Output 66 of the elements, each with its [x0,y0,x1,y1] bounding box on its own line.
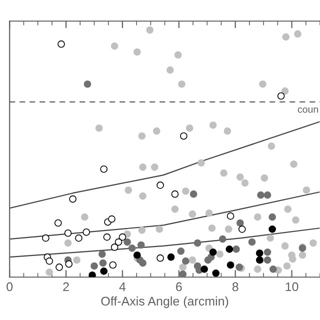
point [190,190,198,198]
point [200,266,208,273]
point [264,248,272,256]
point [133,251,141,259]
x-tick-label: 6 [176,282,182,292]
point [264,256,272,264]
ref-line-label: coun [298,107,318,113]
point [156,254,164,262]
point [139,259,146,267]
x-tick-label: 4 [119,282,126,292]
point [209,248,217,256]
point [212,269,220,277]
point [194,239,202,247]
point [110,244,118,251]
point [236,219,244,227]
x-tick-label: 2 [63,282,69,292]
point [109,261,117,269]
point [98,250,106,258]
point [226,261,234,269]
x-axis-title: Off-Axis Angle (arcmin) [101,296,228,308]
point [103,233,111,241]
point [226,212,234,220]
point [257,191,264,199]
x-tick-label: 8 [232,282,238,292]
point [114,238,122,246]
point [171,190,179,198]
point [156,182,164,189]
point [248,238,256,246]
point [90,262,98,270]
point [232,246,240,253]
point [268,226,276,233]
point [108,215,116,223]
point [75,234,82,242]
point [238,226,246,233]
point [82,228,90,236]
point [64,229,72,237]
point [99,259,107,267]
point [124,238,131,246]
point [269,266,277,273]
point [137,241,145,249]
point [118,233,126,241]
point [180,132,188,140]
point [58,40,65,48]
point [42,234,50,242]
point [46,257,54,265]
point [218,235,226,243]
point [69,195,76,203]
point [182,257,190,265]
point [256,249,264,257]
x-tick-label: 10 [286,282,298,292]
point [65,260,73,268]
point [268,213,276,221]
point [226,246,234,253]
point [177,247,185,255]
point [100,165,108,173]
point [56,264,63,271]
point [167,253,175,261]
point [264,191,272,199]
point [100,268,108,275]
point [84,80,92,88]
x-tick-label: 0 [6,282,13,292]
point [277,92,285,100]
point [88,271,96,278]
point [128,244,136,252]
point [179,270,187,278]
point [54,219,62,227]
